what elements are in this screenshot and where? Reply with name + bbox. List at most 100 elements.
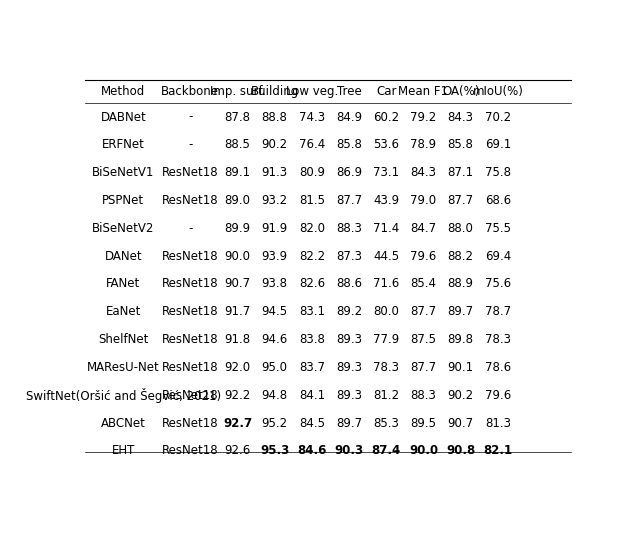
Text: FANet: FANet	[106, 277, 141, 290]
Text: 83.1: 83.1	[299, 305, 325, 319]
Text: Mean F1: Mean F1	[399, 85, 449, 98]
Text: 88.2: 88.2	[448, 250, 474, 262]
Text: 78.9: 78.9	[410, 138, 436, 151]
Text: 81.3: 81.3	[485, 416, 511, 430]
Text: 89.3: 89.3	[336, 389, 362, 402]
Text: ResNet18: ResNet18	[162, 250, 219, 262]
Text: 69.1: 69.1	[484, 138, 511, 151]
Text: 73.1: 73.1	[373, 166, 399, 179]
Text: BiSeNetV2: BiSeNetV2	[92, 222, 155, 235]
Text: 89.3: 89.3	[336, 333, 362, 346]
Text: 71.6: 71.6	[373, 277, 399, 290]
Text: 89.7: 89.7	[447, 305, 474, 319]
Text: 88.5: 88.5	[225, 138, 250, 151]
Text: ResNet18: ResNet18	[162, 444, 219, 458]
Text: 90.3: 90.3	[335, 444, 364, 458]
Text: 92.2: 92.2	[225, 389, 251, 402]
Text: -: -	[188, 111, 193, 123]
Text: Backbone: Backbone	[161, 85, 220, 98]
Text: 95.3: 95.3	[260, 444, 289, 458]
Text: 89.9: 89.9	[225, 222, 250, 235]
Text: 85.8: 85.8	[448, 138, 474, 151]
Text: 87.7: 87.7	[336, 194, 362, 207]
Text: ResNet18: ResNet18	[162, 194, 219, 207]
Text: 93.9: 93.9	[262, 250, 288, 262]
Text: 89.2: 89.2	[336, 305, 362, 319]
Text: ResNet18: ResNet18	[162, 166, 219, 179]
Text: 87.1: 87.1	[447, 166, 474, 179]
Text: 87.3: 87.3	[336, 250, 362, 262]
Text: Imp. surf.: Imp. surf.	[210, 85, 265, 98]
Text: 81.2: 81.2	[373, 389, 399, 402]
Text: 84.9: 84.9	[336, 111, 362, 123]
Text: Tree: Tree	[337, 85, 362, 98]
Text: 75.8: 75.8	[485, 166, 511, 179]
Text: 89.0: 89.0	[225, 194, 250, 207]
Text: 75.5: 75.5	[485, 222, 511, 235]
Text: 89.7: 89.7	[336, 416, 362, 430]
Text: 88.0: 88.0	[448, 222, 474, 235]
Text: OA(%): OA(%)	[442, 85, 479, 98]
Text: 70.2: 70.2	[485, 111, 511, 123]
Text: 78.3: 78.3	[485, 333, 511, 346]
Text: 85.4: 85.4	[410, 277, 436, 290]
Text: 95.0: 95.0	[262, 361, 288, 374]
Text: 90.0: 90.0	[409, 444, 438, 458]
Text: 91.9: 91.9	[262, 222, 288, 235]
Text: 88.3: 88.3	[336, 222, 362, 235]
Text: 93.2: 93.2	[262, 194, 288, 207]
Text: 78.6: 78.6	[485, 361, 511, 374]
Text: 83.8: 83.8	[299, 333, 325, 346]
Text: 74.3: 74.3	[299, 111, 325, 123]
Text: 84.3: 84.3	[448, 111, 474, 123]
Text: 91.7: 91.7	[225, 305, 251, 319]
Text: 88.8: 88.8	[262, 111, 287, 123]
Text: 79.6: 79.6	[484, 389, 511, 402]
Text: 92.7: 92.7	[223, 416, 252, 430]
Text: 43.9: 43.9	[373, 194, 399, 207]
Text: 92.0: 92.0	[225, 361, 250, 374]
Text: 89.1: 89.1	[225, 166, 250, 179]
Text: 87.7: 87.7	[447, 194, 474, 207]
Text: -: -	[188, 138, 193, 151]
Text: MAResU-Net: MAResU-Net	[87, 361, 160, 374]
Text: Low veg.: Low veg.	[285, 85, 338, 98]
Text: ResNet18: ResNet18	[162, 361, 219, 374]
Text: 87.7: 87.7	[410, 305, 436, 319]
Text: 84.5: 84.5	[299, 416, 325, 430]
Text: ResNet18: ResNet18	[162, 305, 219, 319]
Text: 90.7: 90.7	[225, 277, 250, 290]
Text: ResNet18: ResNet18	[162, 416, 219, 430]
Text: 60.2: 60.2	[373, 111, 399, 123]
Text: 94.8: 94.8	[262, 389, 288, 402]
Text: 86.9: 86.9	[336, 166, 362, 179]
Text: EHT: EHT	[112, 444, 135, 458]
Text: 82.2: 82.2	[299, 250, 325, 262]
Text: Car: Car	[376, 85, 397, 98]
Text: 87.8: 87.8	[225, 111, 250, 123]
Text: DABNet: DABNet	[100, 111, 147, 123]
Text: 84.6: 84.6	[297, 444, 326, 458]
Text: 85.8: 85.8	[336, 138, 362, 151]
Text: 92.6: 92.6	[225, 444, 251, 458]
Text: 90.1: 90.1	[447, 361, 474, 374]
Text: mIoU(%): mIoU(%)	[472, 85, 524, 98]
Text: 80.9: 80.9	[299, 166, 325, 179]
Text: Building: Building	[250, 85, 299, 98]
Text: 71.4: 71.4	[373, 222, 399, 235]
Text: 90.2: 90.2	[447, 389, 474, 402]
Text: 88.6: 88.6	[336, 277, 362, 290]
Text: 94.5: 94.5	[262, 305, 288, 319]
Text: 84.7: 84.7	[410, 222, 436, 235]
Text: 87.7: 87.7	[410, 361, 436, 374]
Text: 90.7: 90.7	[447, 416, 474, 430]
Text: 78.7: 78.7	[485, 305, 511, 319]
Text: 79.2: 79.2	[410, 111, 436, 123]
Text: DANet: DANet	[104, 250, 142, 262]
Text: -: -	[188, 222, 193, 235]
Text: 82.1: 82.1	[483, 444, 513, 458]
Text: 87.4: 87.4	[372, 444, 401, 458]
Text: 83.7: 83.7	[299, 361, 325, 374]
Text: 94.6: 94.6	[262, 333, 288, 346]
Text: 81.5: 81.5	[299, 194, 325, 207]
